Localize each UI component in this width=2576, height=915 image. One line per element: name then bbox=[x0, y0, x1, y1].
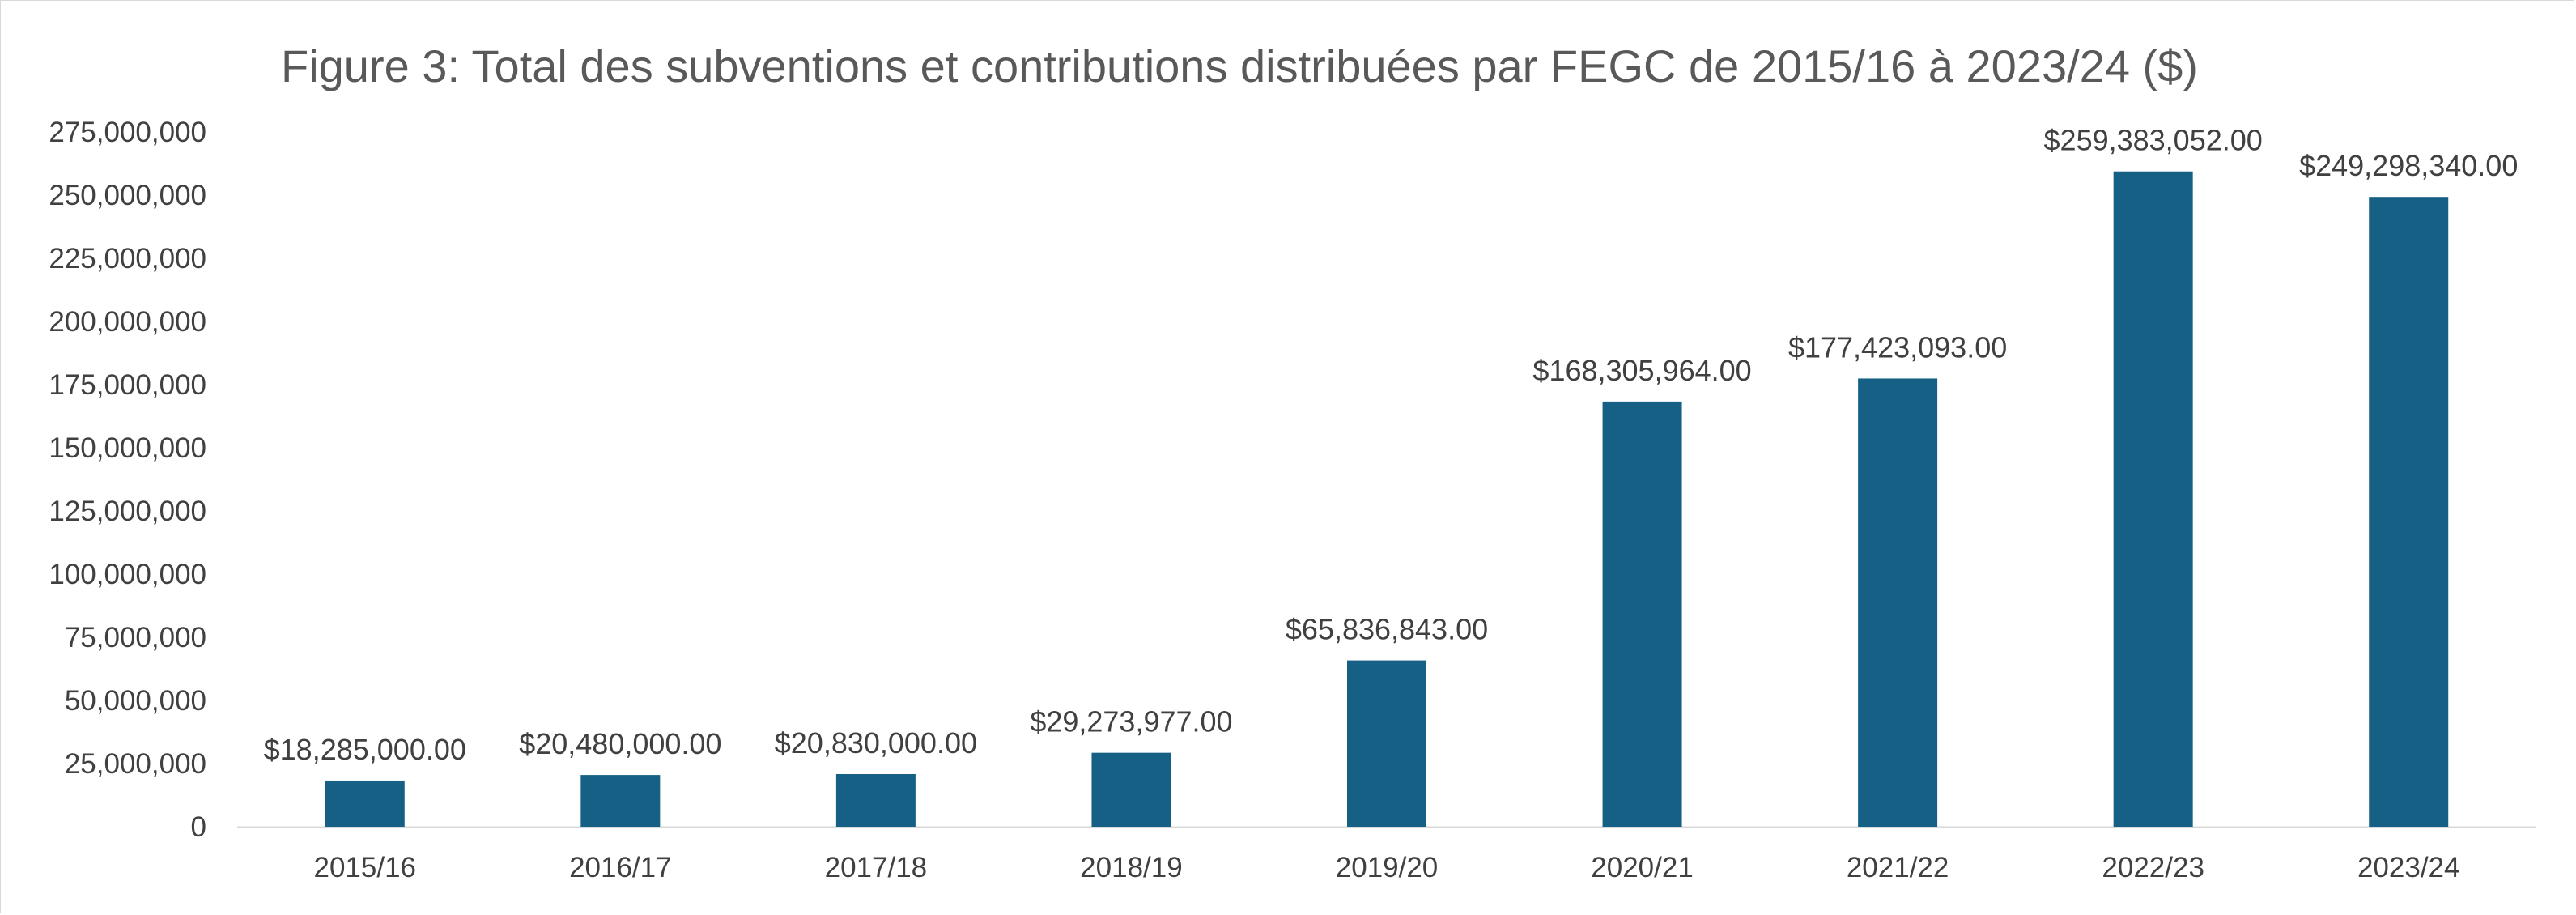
data-label: $20,830,000.00 bbox=[775, 726, 977, 760]
bar-2018-19 bbox=[1091, 752, 1171, 827]
y-tick-label: 100,000,000 bbox=[49, 559, 206, 590]
y-tick-label: 200,000,000 bbox=[49, 306, 206, 338]
bar-2016-17 bbox=[580, 775, 661, 827]
x-tick-label: 2018/19 bbox=[1080, 852, 1183, 883]
bar-2021-22 bbox=[1858, 378, 1938, 827]
bar-2019-20 bbox=[1347, 660, 1426, 827]
chart-title: Figure 3: Total des subventions et contr… bbox=[281, 40, 2198, 92]
x-tick-label: 2019/20 bbox=[1336, 852, 1439, 883]
data-label: $18,285,000.00 bbox=[264, 733, 466, 766]
bar-2017-18 bbox=[835, 774, 916, 827]
x-tick-label: 2017/18 bbox=[825, 852, 928, 883]
y-tick-label: 25,000,000 bbox=[65, 748, 206, 780]
y-tick-label: 50,000,000 bbox=[65, 685, 206, 717]
data-labels: $18,285,000.00 $20,480,000.00 $20,830,000.… bbox=[264, 124, 2519, 766]
data-label: $65,836,843.00 bbox=[1286, 613, 1488, 646]
data-label: $177,423,093.00 bbox=[1788, 330, 2007, 364]
bar-2023-24 bbox=[2369, 197, 2449, 827]
y-tick-label: 0 bbox=[191, 811, 206, 843]
x-tick-label: 2022/23 bbox=[2102, 852, 2204, 883]
x-tick-label: 2020/21 bbox=[1591, 852, 1694, 883]
bar-2020-21 bbox=[1602, 401, 1682, 828]
y-tick-label: 150,000,000 bbox=[49, 432, 206, 464]
y-tick-label: 250,000,000 bbox=[49, 180, 206, 211]
y-tick-label: 225,000,000 bbox=[49, 243, 206, 274]
x-tick-label: 2015/16 bbox=[314, 852, 417, 883]
y-axis: 0 25,000,000 50,000,000 75,000,000 100,000,0… bbox=[49, 117, 206, 843]
x-tick-label: 2016/17 bbox=[569, 852, 672, 883]
y-tick-label: 175,000,000 bbox=[49, 369, 206, 401]
bar-series bbox=[325, 171, 2449, 828]
x-tick-label: 2023/24 bbox=[2357, 852, 2460, 883]
x-tick-label: 2021/22 bbox=[1847, 852, 1949, 883]
data-label: $259,383,052.00 bbox=[2044, 124, 2263, 157]
y-tick-label: 275,000,000 bbox=[49, 117, 206, 148]
bar-2015-16 bbox=[325, 780, 405, 827]
data-label: $29,273,977.00 bbox=[1030, 705, 1232, 738]
y-tick-label: 125,000,000 bbox=[49, 496, 206, 527]
data-label: $249,298,340.00 bbox=[2299, 149, 2518, 182]
data-label: $168,305,964.00 bbox=[1532, 354, 1751, 387]
y-tick-label: 75,000,000 bbox=[65, 622, 206, 653]
data-label: $20,480,000.00 bbox=[519, 727, 721, 760]
x-axis: 2015/16 2016/17 2017/18 2018/19 2019/20 2020/… bbox=[237, 826, 2536, 883]
bar-2022-23 bbox=[2113, 171, 2193, 828]
